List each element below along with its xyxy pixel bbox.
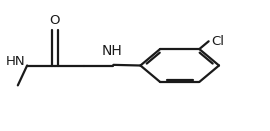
Text: Cl: Cl — [211, 35, 224, 48]
Text: HN: HN — [6, 55, 26, 68]
Text: O: O — [50, 14, 60, 27]
Text: NH: NH — [102, 44, 122, 58]
